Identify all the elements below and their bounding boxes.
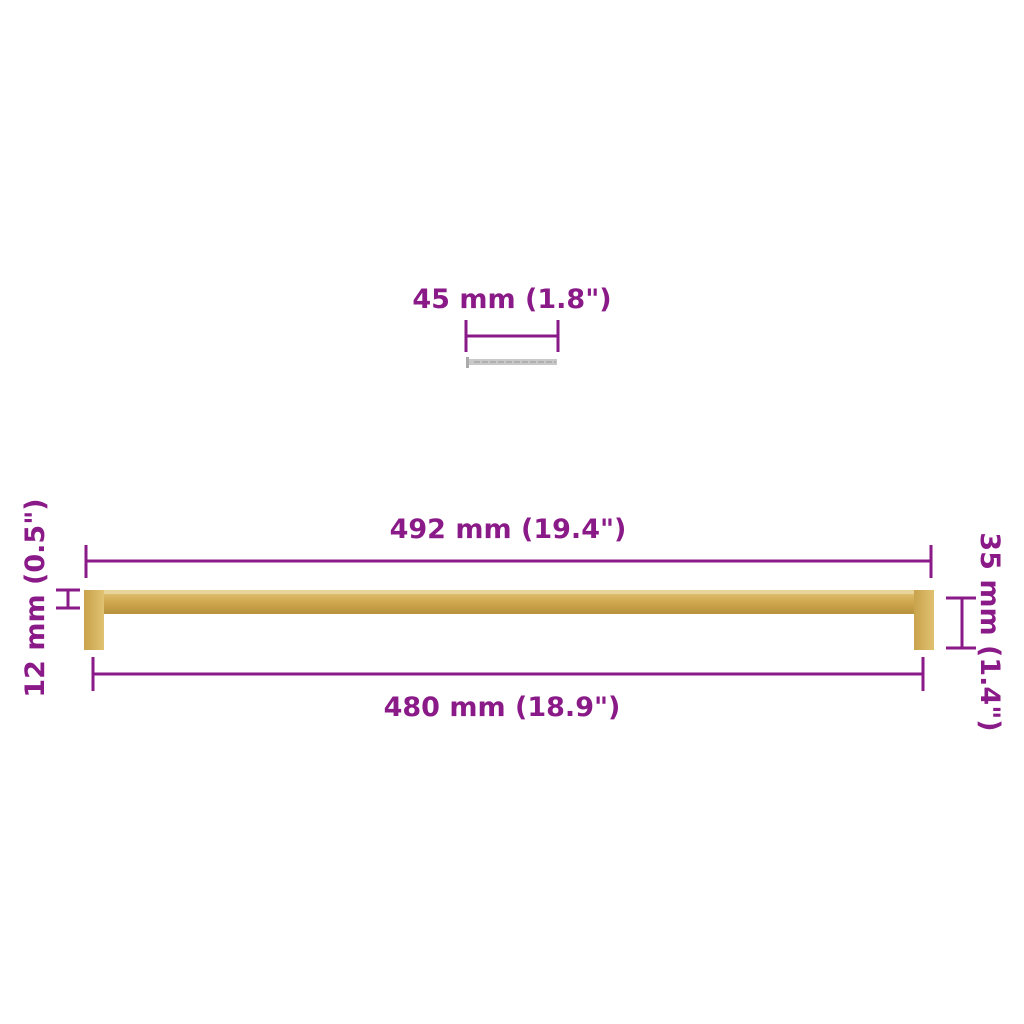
overall-length-line [84, 545, 933, 578]
hole-spacing-dimension: 480 mm (18.9") [91, 657, 925, 723]
overall-length-label: 492 mm (19.4") [390, 514, 627, 545]
height-dimension: 35 mm (1.4") [946, 532, 1005, 732]
hole-spacing-label: 480 mm (18.9") [384, 692, 621, 723]
height-label: 35 mm (1.4") [974, 532, 1005, 731]
bar-thickness-line [56, 588, 80, 610]
screw-dimension-line [464, 320, 560, 352]
bar-thickness-label: 12 mm (0.5") [20, 498, 51, 697]
handle-image [84, 590, 934, 650]
hole-spacing-line [91, 657, 925, 691]
screw-dimension: 45 mm (1.8") [412, 284, 612, 368]
overall-length-dimension: 492 mm (19.4") [84, 514, 933, 578]
screw-image [466, 357, 557, 368]
screw-length-label: 45 mm (1.8") [412, 284, 611, 315]
bar-thickness-dimension: 12 mm (0.5") [20, 498, 80, 698]
height-line [946, 596, 976, 650]
